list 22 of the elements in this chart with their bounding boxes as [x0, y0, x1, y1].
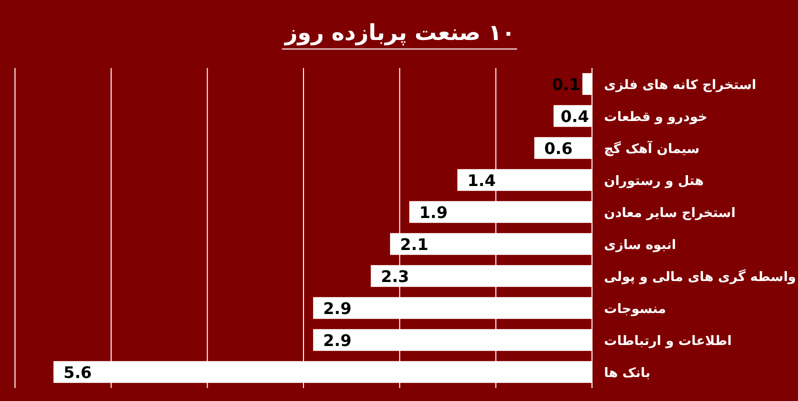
y-tick-label: سیمان آهک گچ: [604, 140, 700, 157]
y-tick-label: بانک ها: [604, 366, 650, 381]
y-tick-label: استخراج سایر معادن: [604, 206, 736, 221]
data-label: 0.4: [560, 107, 589, 126]
y-tick-label: انبوه سازی: [604, 238, 676, 253]
data-label: 2.9: [323, 331, 352, 350]
data-label: 1.9: [419, 203, 448, 222]
y-tick-label: واسطه گری های مالی و پولی: [604, 269, 796, 285]
y-tick-label: اطلاعات و ارتباطات: [604, 334, 732, 349]
y-tick-label: استخراج کانه های فلزی: [604, 78, 756, 93]
data-label: 0.6: [544, 139, 573, 158]
y-tick-label: هتل و رستوران: [604, 174, 704, 189]
data-label: 2.3: [380, 267, 410, 286]
data-label: 0.1: [552, 75, 580, 94]
chart-title: ۱۰ صنعت پربازده روز: [284, 21, 516, 46]
y-tick-label: خودرو و قطعات: [604, 110, 708, 125]
data-label: 1.4: [467, 171, 496, 190]
bar: [582, 73, 592, 95]
data-label: 2.1: [400, 235, 428, 254]
data-label: 2.9: [323, 299, 352, 318]
data-label: 5.6: [63, 363, 92, 382]
y-tick-label: منسوجات: [604, 302, 666, 317]
